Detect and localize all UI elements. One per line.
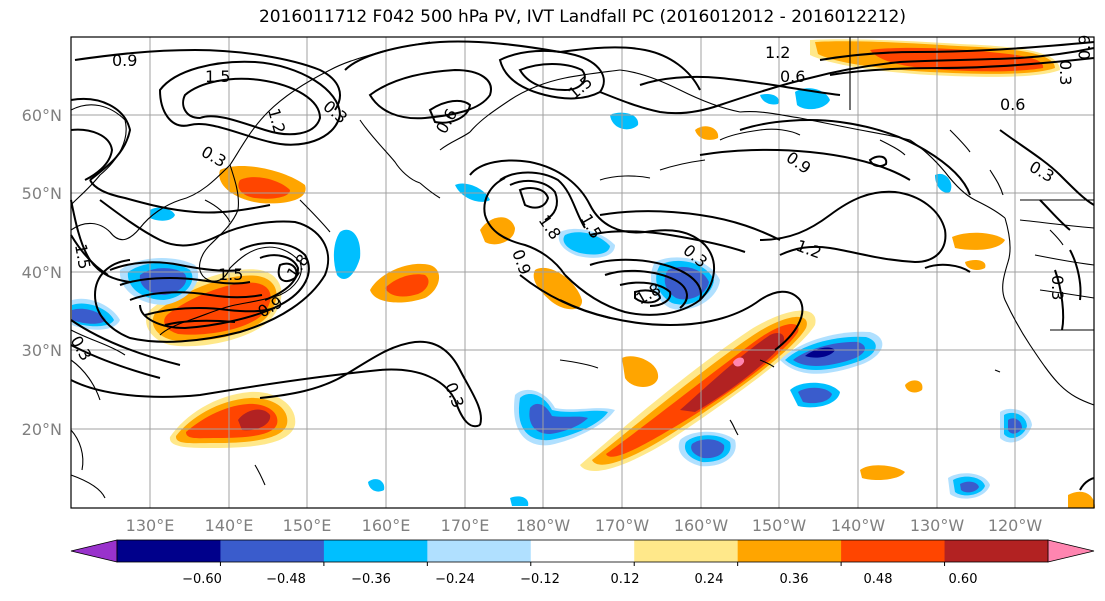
lon-label: 180°W [516,516,571,535]
positive-anomaly-region [965,260,986,270]
negative-anomaly-region [139,268,187,295]
positive-anomaly-region [695,126,719,140]
contour-labels: 0.9 1.5 0.3 0.6 1.5 1.2 0.6 0.3 0.9 1.8 … [67,35,1094,411]
negative-anomaly-region [368,479,385,492]
negative-anomaly-region [935,173,952,193]
negative-anomaly-region [333,229,361,279]
lon-label: 150°E [283,516,332,535]
colorbar-cell [634,540,739,562]
negative-anomaly-region [150,207,175,221]
colorbar-tick-label: −0.12 [520,572,560,587]
colorbar-tick-label: −0.36 [351,572,391,587]
contour-label: 1.5 [71,242,94,270]
lat-label: 60°N [22,106,62,125]
negative-anomaly-region [72,308,106,324]
lon-label: 170°E [441,516,490,535]
lon-label: 150°W [752,516,807,535]
colorbar: −0.60 −0.48 −0.36 −0.24 −0.12 0.12 0.24 … [70,539,1095,587]
negative-anomaly-region [960,481,979,493]
colorbar-tick-label: 0.60 [949,572,978,587]
negative-anomaly-region [795,88,830,110]
lon-label: 160°W [674,516,729,535]
colorbar-tick-label: 0.12 [611,572,640,587]
lon-label: 140°W [831,516,886,535]
positive-anomaly-region [622,356,659,387]
positive-anomaly-region [1068,491,1095,508]
negative-anomaly-region [510,496,529,506]
colorbar-cell [117,540,221,562]
colorbar-ticks [219,562,946,566]
contour-label: 1.2 [794,236,824,263]
contour-label: 0.6 [1000,95,1025,114]
contour-label: 0.3 [198,142,230,171]
positive-anomaly-region [905,380,923,393]
contour-label: 0.3 [1026,157,1058,186]
lon-label: 170°W [595,516,650,535]
negative-anomaly-region [610,112,639,130]
lat-label: 40°N [22,263,62,282]
lat-label: 30°N [22,341,62,360]
positive-anomaly-region [680,333,785,412]
contour-label: 1.5 [205,67,230,86]
colorbar-tick-label: −0.24 [435,572,475,587]
colorbar-cell [737,540,842,562]
contour-label: 0.6 [780,67,805,86]
map-title: 2016011712 F042 500 hPa PV, IVT Landfall… [258,7,906,27]
pv-contours [70,40,1095,491]
colorbar-cell [427,540,532,562]
contour-label: 1.5 [218,265,243,284]
colorbar-tick-label: 0.24 [695,572,724,587]
colorbar-cell [323,540,428,562]
positive-anomaly-region [733,357,745,367]
contour-label: 0.3 [441,380,468,410]
longitude-labels: 130°E 140°E 150°E 160°E 170°E 180°W 170°… [126,516,1043,535]
contour-label: 0.9 [1075,35,1094,60]
negative-anomaly-region [760,94,779,105]
colorbar-extend-max [1047,539,1095,563]
positive-anomaly-region [385,274,429,297]
lon-label: 130°E [126,516,175,535]
contour-label: 0.9 [508,247,535,277]
colorbar-extend-min [70,539,118,563]
contour-label: 0.3 [1056,60,1075,85]
colorbar-tick-label: −0.60 [182,572,222,587]
colorbar-outline [116,539,1049,563]
lon-label: 130°W [910,516,965,535]
colorbar-cell [841,540,946,562]
latitude-labels: 60°N 50°N 40°N 30°N 20°N [22,106,62,439]
colorbar-tick-label: 0.36 [780,572,809,587]
graticule [71,37,1094,508]
contour-label: 1.2 [765,43,790,62]
negative-anomaly-region [691,439,725,459]
positive-anomaly-region [238,409,271,431]
colorbar-cells [117,540,1049,562]
colorbar-tick-labels: −0.60 −0.48 −0.36 −0.24 −0.12 0.12 0.24 … [182,572,977,587]
positive-anomaly-region [860,465,905,480]
negative-anomaly-region [798,387,832,404]
coastlines [70,37,1095,499]
colorbar-tick-label: 0.48 [864,572,893,587]
map-frame [70,36,1095,509]
lat-label: 50°N [22,184,62,203]
lat-label: 20°N [22,420,62,439]
contour-label: 0.3 [319,97,351,128]
lon-label: 140°E [205,516,254,535]
colorbar-cell [944,540,1049,562]
positive-anomaly-region [952,232,1005,250]
lon-label: 160°E [362,516,411,535]
positive-anomaly-region [533,267,583,310]
colorbar-tick-label: −0.48 [266,572,306,587]
lon-label: 120°W [988,516,1043,535]
contour-label: 0.3 [1048,275,1067,300]
contour-label: 0.6 [432,105,461,137]
negative-anomaly-region [529,403,588,434]
colorbar-cell [220,540,325,562]
contour-label: 0.9 [112,51,137,70]
negative-anomaly-region [563,232,610,255]
colorbar-cell [530,540,635,562]
negative-anomaly-region [664,266,709,300]
